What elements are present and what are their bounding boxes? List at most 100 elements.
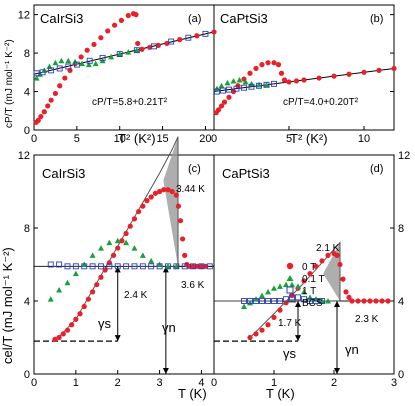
- panel-c-point-01T: [164, 263, 171, 269]
- panel-d-point-0T: [379, 298, 385, 304]
- panel-b-fit: cP/T=4.0+0.20T²: [283, 97, 359, 108]
- panel-c-point-0T: [156, 188, 163, 195]
- panel-c-xtick-label: 1: [73, 377, 79, 389]
- panel-d-point-01T: [277, 283, 283, 289]
- panel-a-point-01T: [108, 53, 115, 60]
- panel-d-point-0T: [340, 276, 346, 282]
- panel-a-point-0T: [84, 47, 90, 53]
- panel-c-arrowhead-top: [162, 368, 169, 374]
- panel-c-point-1T: [131, 263, 138, 270]
- panel-c-ytick-label: 12: [18, 150, 30, 162]
- panel-d-point-01T: [319, 298, 325, 304]
- panel-a-point-0T: [52, 90, 59, 97]
- panel-b-tag: (b): [370, 13, 383, 25]
- panel-a-point-0T: [139, 46, 145, 52]
- panel-b-point-0T: [253, 65, 259, 72]
- panel-d-xtick-label: 0: [211, 377, 217, 389]
- panel-a-point-0T: [135, 40, 141, 47]
- panel-b-point-01T: [263, 81, 270, 88]
- panel-d-frame: [213, 154, 395, 375]
- panel-a-point-1T: [73, 61, 80, 68]
- panel-b-point-1T: [226, 86, 232, 93]
- panel-d-point-0T: [307, 271, 313, 277]
- panel-c-point-0T: [90, 289, 96, 295]
- panel-c-point-1T: [81, 263, 88, 270]
- panel-a-point-0T: [155, 42, 161, 48]
- panel-c-point-0T: [123, 230, 129, 237]
- panel-b-xlabel: T² (K²): [290, 131, 328, 146]
- panel-b-xtick-label: 0: [211, 133, 217, 145]
- panel-c-point-1T: [64, 263, 71, 270]
- panel-c-arrowhead-bottom: [114, 335, 121, 342]
- panel-c-ytick-label: 0: [24, 369, 30, 381]
- panel-a-point-0T: [35, 117, 41, 123]
- panel-a-point-0T: [177, 37, 183, 43]
- ylabel-bottom: cel/T (mJ mol⁻¹ K⁻²): [0, 247, 15, 364]
- panel-a-point-0T: [133, 12, 139, 18]
- panel-d-ann-17: 1.7 K: [278, 318, 302, 329]
- panel-b-point-0T: [346, 71, 352, 77]
- panel-b-point-0T: [293, 78, 300, 84]
- panel-d-point-1T: [295, 294, 301, 301]
- panel-c-point-0T: [182, 252, 188, 258]
- panel-c-point-01T: [47, 296, 54, 302]
- panel-b-xtick-label: 10: [358, 133, 370, 145]
- panel-a-point-0T: [111, 22, 118, 28]
- panel-c-point-0T: [140, 203, 146, 209]
- panel-c-point-0T: [56, 334, 62, 341]
- panel-c-point-0T: [180, 236, 186, 242]
- panel-b-point-0T: [376, 67, 382, 73]
- panel-a-point-0T: [105, 28, 111, 34]
- panel-a-point-01T: [92, 60, 99, 67]
- panel-c-ann-tc: 3.44 K: [176, 184, 205, 195]
- panel-c-point-0T: [177, 218, 184, 224]
- panel-c-gamma-n: γn: [162, 320, 176, 335]
- panel-c-point-0T: [169, 188, 175, 195]
- panel-d-ytick-label: 12: [398, 150, 410, 162]
- panel-c-bcs-shade: [163, 136, 178, 267]
- panel-b-point-0T: [259, 62, 265, 68]
- panel-c-ann-24: 2.4 K: [124, 290, 148, 301]
- panel-b-point-1T: [214, 88, 220, 95]
- ylabel-top: cP/T (mJ mol⁻¹ K⁻²): [4, 39, 15, 128]
- panel-c-point-1T: [156, 263, 163, 270]
- panel-d-point-0T: [367, 298, 373, 304]
- panel-a-point-01T: [33, 75, 40, 81]
- legend-label-1T: 1 T: [302, 286, 316, 297]
- panel-c-point-1T: [98, 263, 104, 270]
- panel-a-ytick-label: 0: [24, 125, 30, 137]
- panel-b-point-0T: [271, 60, 277, 66]
- panel-d-point-01T: [325, 298, 331, 304]
- panel-c-point-1T: [198, 263, 205, 270]
- panel-b-title: CaPtSi3: [220, 11, 268, 26]
- panel-d-xtick-label: 2: [331, 377, 337, 389]
- panel-c-point-0T: [198, 263, 205, 269]
- panel-d-point-1T: [289, 294, 295, 301]
- panel-c-point-0T: [69, 322, 75, 328]
- panel-b-xtick-label: 5: [286, 133, 292, 145]
- panel-a-point-0T: [164, 40, 170, 47]
- panel-c-arrowhead-top: [114, 266, 121, 273]
- panel-c-point-1T: [114, 263, 121, 270]
- panel-a-xtick-label: 5: [74, 133, 80, 145]
- panel-d-point-01T: [265, 288, 271, 295]
- panel-c-point-0T: [115, 245, 121, 251]
- panel-b-point-01T: [242, 78, 249, 85]
- panel-a-point-1T: [133, 47, 140, 54]
- panel-d-point-0T: [247, 334, 253, 341]
- panel-c-point-0T: [173, 192, 179, 198]
- panel-c-xtick-label: 0: [31, 377, 37, 389]
- panel-c-point-01T: [139, 252, 146, 258]
- panel-a-point-1T: [99, 54, 106, 61]
- panel-c-arrowhead-bottom: [162, 266, 169, 273]
- panel-d-point-1T: [241, 298, 247, 304]
- panel-c-point-0T: [52, 336, 58, 342]
- panel-b-point-1T: [271, 80, 277, 87]
- panel-d-point-0T: [385, 298, 391, 304]
- panel-a-point-01T: [85, 61, 92, 68]
- panel-c-point-1T: [181, 263, 188, 270]
- legend: 0 T 0.1 T 1 T BCS: [284, 262, 325, 309]
- panel-c-point-0T: [119, 238, 125, 244]
- panel-d-point-1T: [319, 298, 325, 304]
- panel-c-ytick-label: 4: [24, 296, 30, 308]
